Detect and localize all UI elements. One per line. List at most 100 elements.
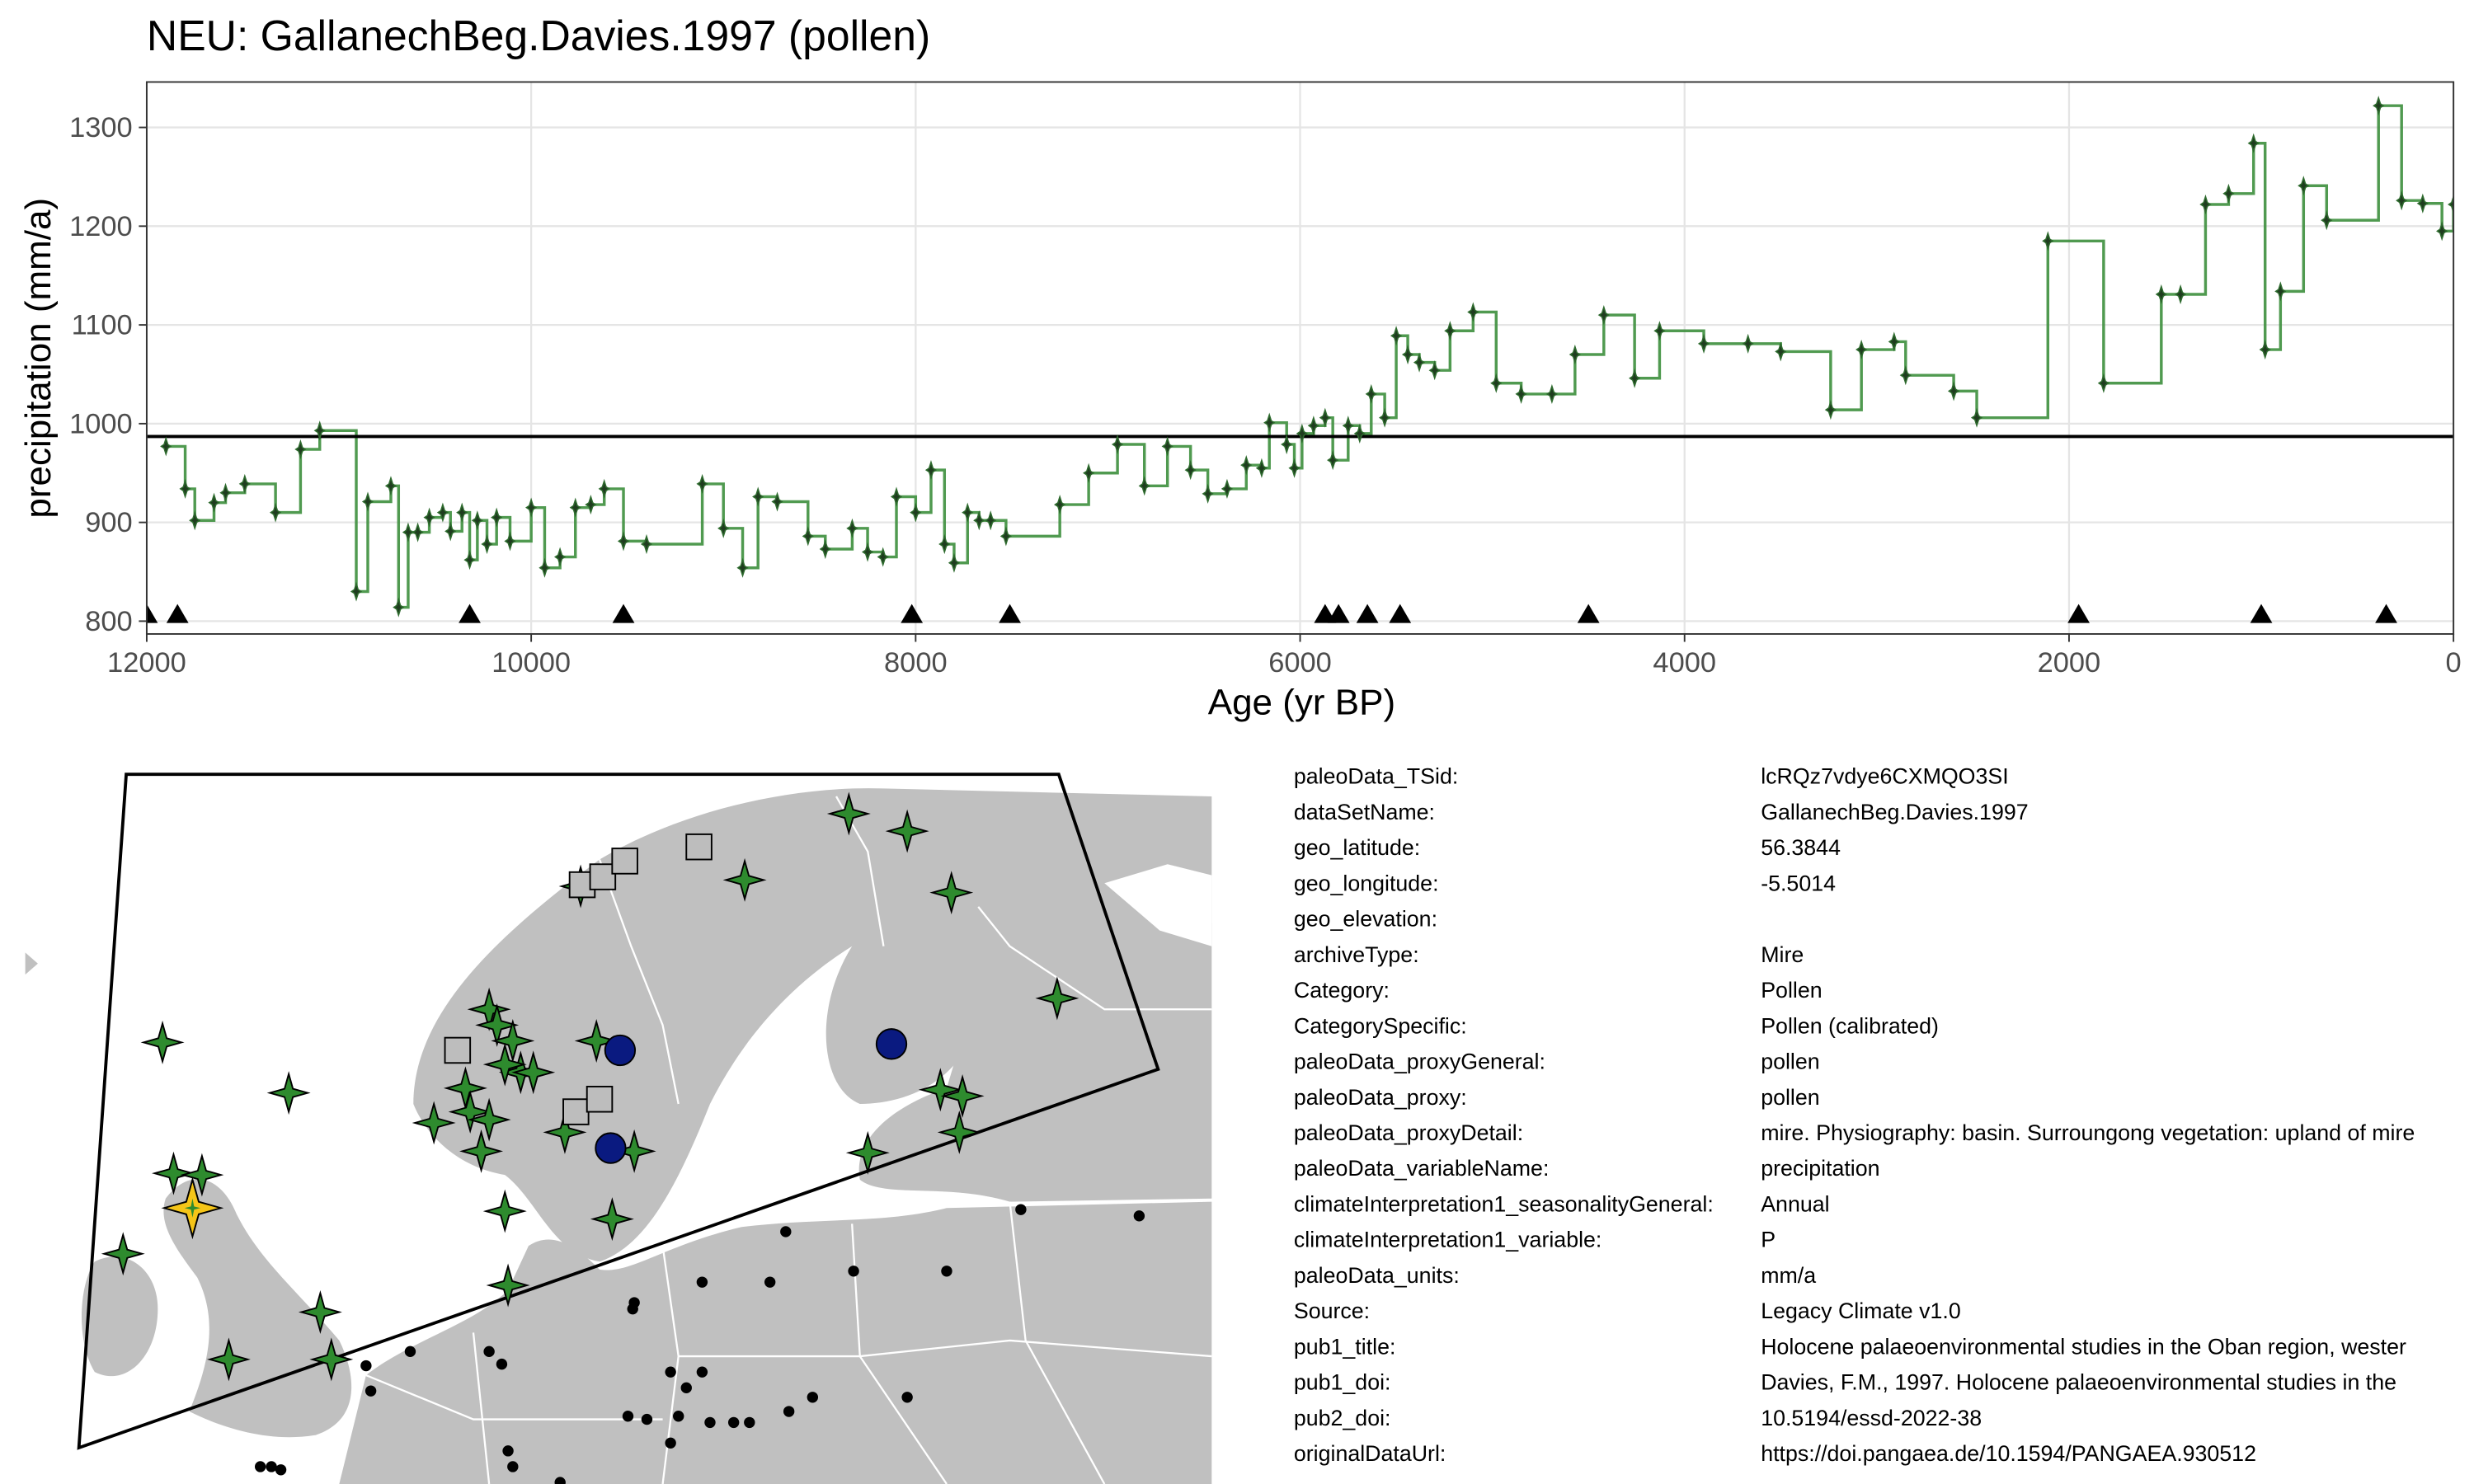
y-tick-label: 900 <box>85 507 132 538</box>
data-point <box>1255 458 1268 478</box>
data-point <box>1083 463 1095 483</box>
meta-key: paleoData_proxyDetail: <box>1294 1120 1523 1145</box>
site-dot <box>744 1416 755 1429</box>
site-dot <box>641 1413 653 1425</box>
x-tick-label: 12000 <box>107 647 186 679</box>
data-point <box>2155 284 2167 305</box>
border <box>1009 1201 1106 1484</box>
data-point <box>1653 321 1666 341</box>
border <box>472 1332 491 1484</box>
meta-key: geo_elevation: <box>1294 907 1437 932</box>
x-tick-label: 8000 <box>884 647 948 679</box>
data-point <box>539 557 551 578</box>
site-star <box>140 1020 185 1064</box>
site-star <box>491 1019 535 1063</box>
site-dot <box>673 1411 684 1422</box>
meta-key: paleoData_TSid: <box>1294 764 1458 789</box>
meta-key: dataSetName: <box>1294 800 1435 824</box>
data-point <box>1138 476 1150 496</box>
grid <box>145 82 2455 634</box>
site-star <box>448 1090 492 1134</box>
data-point <box>640 533 653 555</box>
data-point <box>294 439 307 460</box>
meta-value: pollen <box>1761 1085 1819 1110</box>
chron-marker <box>999 603 1021 623</box>
site-circle <box>875 1028 908 1060</box>
data-point <box>384 476 397 496</box>
y-tick-label: 1100 <box>72 310 133 341</box>
x-tick-label: 0 <box>2446 647 2462 679</box>
data-point <box>160 436 172 457</box>
site-dot <box>1133 1210 1145 1222</box>
site-dot <box>1015 1204 1027 1215</box>
data-point <box>985 510 997 531</box>
data-point <box>696 473 708 495</box>
meta-value: precipitation <box>1761 1156 1879 1181</box>
site-star <box>885 809 929 853</box>
site-star <box>206 1337 251 1382</box>
site-star <box>1035 976 1079 1021</box>
data-point <box>1263 412 1276 433</box>
data-point <box>1824 399 1837 420</box>
site-square <box>444 1036 472 1064</box>
data-point <box>1111 434 1124 455</box>
data-point <box>938 533 951 555</box>
data-point <box>2436 221 2448 242</box>
data-point <box>585 494 597 515</box>
site-star <box>722 857 767 902</box>
x-tick-label: 2000 <box>2038 647 2101 679</box>
meta-key: geo_latitude: <box>1294 835 1420 860</box>
site-dot <box>696 1366 708 1378</box>
border <box>365 1374 663 1421</box>
data-point <box>569 497 581 518</box>
site-square <box>589 863 617 890</box>
data-point <box>179 478 191 500</box>
site-dot <box>807 1392 819 1403</box>
y-tick-label: 1200 <box>69 211 133 242</box>
data-point <box>2042 231 2054 251</box>
site-dot <box>665 1366 676 1378</box>
meta-key: Category: <box>1294 978 1390 1003</box>
data-point <box>189 510 201 531</box>
chron-marker <box>2375 603 2397 623</box>
meta-value: Legacy Climate v1.0 <box>1761 1298 1961 1323</box>
meta-value: mire. Physiography: basin. Surroungong v… <box>1761 1120 2415 1145</box>
data-point <box>436 502 449 523</box>
data-point <box>1161 436 1174 457</box>
data-point <box>491 507 503 528</box>
data-point <box>456 502 468 523</box>
data-point <box>553 547 567 567</box>
data-point <box>350 581 363 602</box>
site-dot <box>266 1461 277 1472</box>
y-tick-label: 800 <box>85 606 132 637</box>
data-point <box>1947 381 1960 402</box>
site-square <box>586 1086 614 1113</box>
site-star <box>298 1290 342 1334</box>
data-point <box>393 597 405 618</box>
site-star <box>845 1130 890 1175</box>
site-circle <box>604 1034 637 1067</box>
data-point <box>423 507 435 528</box>
meta-value: 10.5194/essd-2022-38 <box>1761 1406 1982 1430</box>
site-star <box>918 1068 962 1112</box>
meta-value: 56.3844 <box>1761 835 1841 860</box>
site-dot <box>941 1266 952 1277</box>
data-point <box>1327 450 1339 471</box>
sites <box>101 791 1145 1484</box>
data-point <box>525 497 538 518</box>
data-point <box>1288 458 1300 478</box>
data-point <box>1545 383 1559 405</box>
meta-key: paleoData_proxy: <box>1294 1085 1467 1110</box>
data-point <box>1970 407 1983 428</box>
data-point <box>924 460 938 481</box>
meta-key: CategorySpecific: <box>1294 1013 1467 1038</box>
site-dot <box>496 1358 508 1370</box>
data-point <box>313 420 326 441</box>
data-point <box>1856 339 1868 360</box>
data-point <box>444 521 457 542</box>
data-point <box>1413 352 1426 373</box>
site-square <box>562 1098 590 1125</box>
data-point <box>1319 407 1331 428</box>
data-point <box>1342 416 1354 436</box>
